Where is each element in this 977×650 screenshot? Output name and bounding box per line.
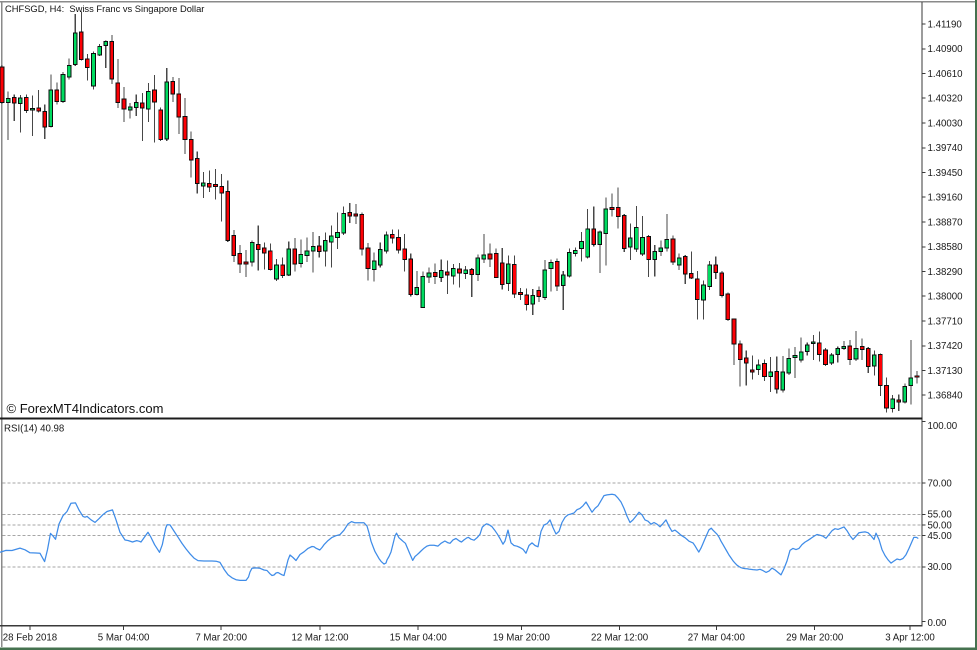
svg-text:45.00: 45.00 (928, 531, 953, 542)
svg-text:1.40030: 1.40030 (928, 118, 964, 129)
svg-text:1.39450: 1.39450 (928, 168, 964, 179)
svg-text:1.37420: 1.37420 (928, 341, 964, 352)
svg-text:30.00: 30.00 (928, 562, 953, 573)
svg-text:28 Feb 2018: 28 Feb 2018 (3, 633, 57, 644)
svg-text:1.40320: 1.40320 (928, 94, 964, 105)
svg-text:27 Mar 04:00: 27 Mar 04:00 (688, 633, 746, 644)
svg-text:19 Mar 20:00: 19 Mar 20:00 (493, 633, 551, 644)
svg-text:1.40610: 1.40610 (928, 69, 964, 80)
svg-text:1.38870: 1.38870 (928, 217, 964, 228)
svg-text:1.41190: 1.41190 (928, 19, 963, 30)
svg-text:1.38290: 1.38290 (928, 267, 964, 278)
svg-text:55.00: 55.00 (928, 510, 953, 521)
svg-text:1.36840: 1.36840 (928, 391, 964, 402)
svg-text:1.40900: 1.40900 (928, 44, 964, 55)
svg-text:1.37130: 1.37130 (928, 366, 964, 377)
svg-text:RSI(14) 40.98: RSI(14) 40.98 (4, 424, 64, 435)
svg-text:CHFSGD, H4: Swiss Franc vs Si: CHFSGD, H4: Swiss Franc vs Singapore Dol… (5, 4, 204, 14)
svg-text:1.37710: 1.37710 (928, 316, 964, 327)
svg-text:29 Mar 20:00: 29 Mar 20:00 (786, 633, 844, 644)
svg-text:100.00: 100.00 (928, 421, 958, 432)
svg-text:0.00: 0.00 (928, 618, 947, 629)
svg-text:22 Mar 12:00: 22 Mar 12:00 (591, 633, 649, 644)
svg-text:3 Apr 12:00: 3 Apr 12:00 (885, 633, 935, 644)
svg-text:1.38000: 1.38000 (928, 292, 964, 303)
svg-text:7 Mar 20:00: 7 Mar 20:00 (195, 633, 247, 644)
svg-text:50.00: 50.00 (928, 520, 953, 531)
svg-text:5 Mar 04:00: 5 Mar 04:00 (98, 633, 150, 644)
svg-text:1.38580: 1.38580 (928, 242, 964, 253)
svg-text:1.39740: 1.39740 (928, 143, 964, 154)
svg-text:70.00: 70.00 (928, 478, 953, 489)
svg-text:© ForexMT4Indicators.com: © ForexMT4Indicators.com (7, 401, 164, 416)
svg-text:15 Mar 04:00: 15 Mar 04:00 (390, 633, 448, 644)
svg-text:12 Mar 12:00: 12 Mar 12:00 (291, 633, 349, 644)
svg-text:1.39160: 1.39160 (928, 193, 964, 204)
